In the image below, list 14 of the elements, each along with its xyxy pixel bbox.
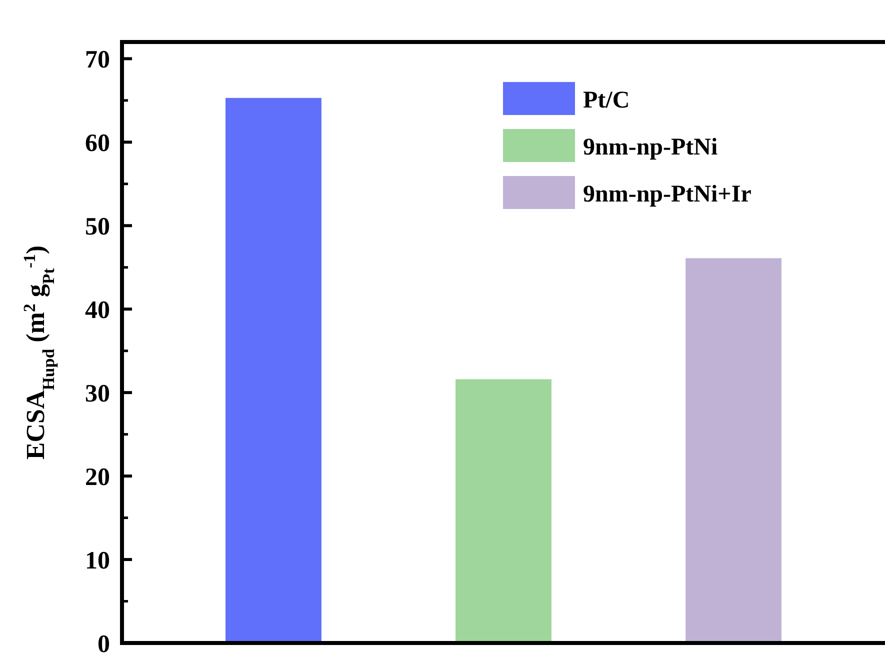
y-tick-label: 60 xyxy=(85,130,110,157)
legend-label: 9nm-np-PtNi xyxy=(583,134,718,160)
legend-label: 9nm-np-PtNi+Ir xyxy=(583,181,752,208)
legend-label: Pt/C xyxy=(583,87,630,114)
bar xyxy=(226,98,322,643)
y-tick-label: 10 xyxy=(85,547,110,574)
y-tick-label: 40 xyxy=(85,296,110,324)
y-tick-label: 50 xyxy=(85,213,110,240)
y-tick-label: 70 xyxy=(85,46,110,74)
bar xyxy=(456,379,552,643)
y-tick-label: 20 xyxy=(85,464,110,491)
y-tick-label: 30 xyxy=(85,380,110,408)
y-tick-label: 0 xyxy=(98,630,110,656)
bar xyxy=(686,258,782,643)
